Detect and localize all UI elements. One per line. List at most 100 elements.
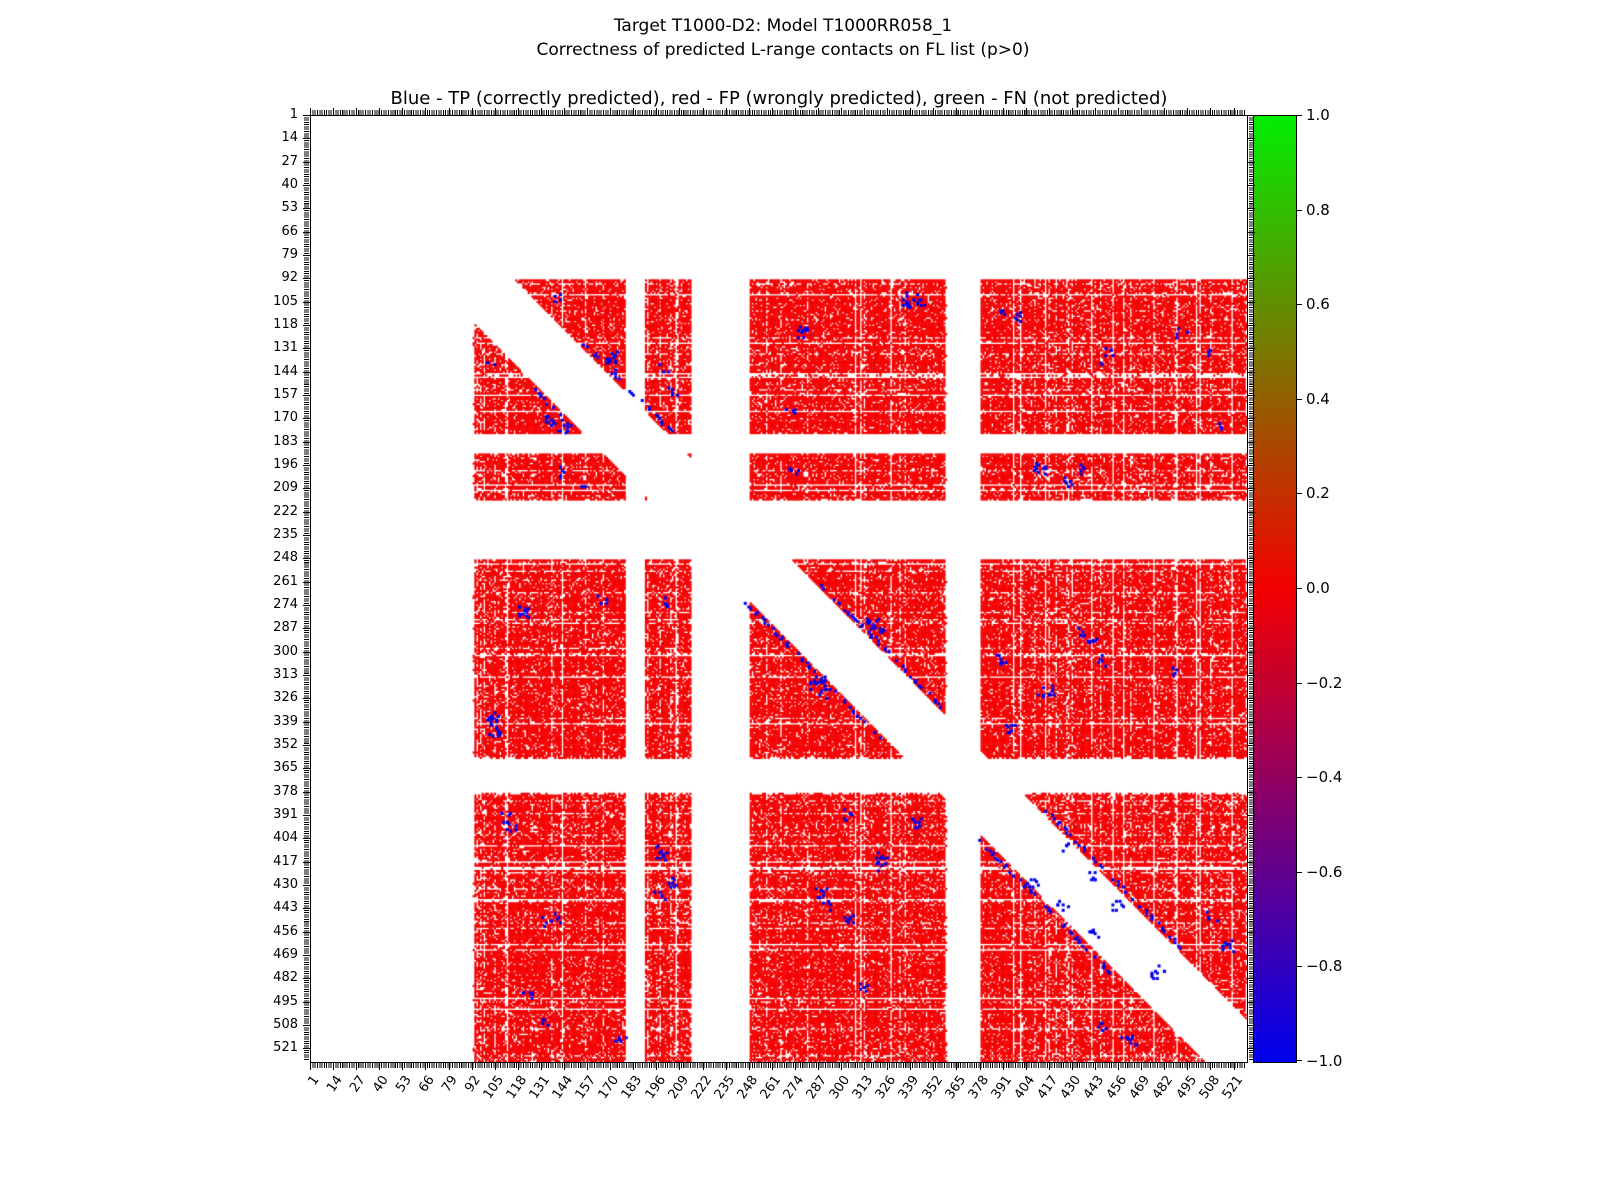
x-major-tick: [656, 1063, 658, 1070]
y-tick-label: 53: [281, 200, 298, 216]
x-tick-label-text: 430: [1057, 1073, 1085, 1102]
colorbar-tick-label: −1.0: [1306, 1052, 1343, 1070]
y-major-tick: [303, 115, 310, 116]
y-major-tick: [303, 138, 310, 140]
x-tick-label-text: 105: [480, 1073, 507, 1102]
y-major-tick-right: [1248, 768, 1255, 770]
x-tick-label-text: 196: [642, 1073, 669, 1102]
y-major-tick-right: [1248, 348, 1255, 350]
y-tick-label: 27: [281, 153, 298, 169]
contact-map-plot: [310, 115, 1248, 1063]
y-tick-label: 456: [273, 923, 298, 939]
colorbar-tick-label: 0.8: [1306, 200, 1330, 219]
y-major-tick-right: [1248, 301, 1255, 303]
x-tick-label-text: 456: [1103, 1073, 1131, 1102]
x-major-tick-top: [1164, 108, 1166, 115]
x-major-tick: [610, 1063, 612, 1070]
y-major-tick: [303, 1025, 310, 1027]
colorbar-tick-label: 0.0: [1306, 579, 1330, 597]
colorbar: [1253, 115, 1297, 1063]
y-major-tick-right: [1248, 488, 1255, 490]
x-tick-label-text: 144: [549, 1073, 577, 1102]
x-major-tick: [587, 1063, 589, 1070]
x-tick-label-text: 14: [323, 1073, 346, 1096]
x-tick-label-text: 404: [1011, 1073, 1039, 1102]
x-major-tick-top: [540, 108, 542, 115]
colorbar-tick: [1297, 777, 1302, 779]
y-major-tick: [303, 395, 310, 397]
y-tick-label: 495: [273, 993, 298, 1009]
y-major-tick: [303, 441, 310, 443]
x-major-tick-top: [587, 108, 589, 115]
y-major-tick-right: [1248, 115, 1255, 116]
x-major-tick: [933, 1063, 935, 1070]
x-major-tick: [702, 1063, 704, 1070]
x-major-tick: [1071, 1063, 1073, 1070]
y-tick-label: 40: [281, 177, 298, 192]
y-major-tick-right: [1248, 1001, 1255, 1003]
x-tick-label-text: 157: [572, 1073, 600, 1102]
x-major-tick-top: [517, 108, 519, 115]
y-major-tick-right: [1248, 278, 1255, 280]
minor-tick-comb-bottom: [310, 1063, 1246, 1068]
x-major-tick: [310, 1063, 311, 1070]
x-major-tick: [956, 1063, 958, 1070]
x-tick-label-text: 469: [1126, 1073, 1154, 1102]
x-major-tick-top: [1071, 108, 1073, 115]
x-tick-label-text: 183: [618, 1073, 646, 1102]
y-tick-label: 508: [273, 1017, 298, 1033]
x-tick-label-text: 235: [711, 1073, 738, 1102]
colorbar-tick: [1297, 1060, 1302, 1061]
y-major-tick: [303, 208, 310, 210]
x-major-tick: [1233, 1063, 1235, 1070]
x-tick-label-text: 248: [734, 1073, 761, 1102]
x-tick-label-text: 482: [1150, 1073, 1177, 1102]
x-major-tick: [794, 1063, 796, 1070]
x-major-tick: [633, 1063, 635, 1070]
x-major-tick-top: [956, 108, 958, 115]
y-major-tick-right: [1248, 161, 1255, 163]
x-major-tick-top: [910, 108, 912, 115]
x-major-tick-top: [356, 108, 358, 115]
x-major-tick-top: [471, 108, 473, 115]
y-major-tick: [303, 815, 310, 817]
x-major-tick: [563, 1063, 565, 1070]
y-tick-label: 404: [273, 830, 298, 846]
y-major-tick: [303, 675, 310, 677]
x-major-tick-top: [725, 108, 727, 115]
x-major-tick-top: [633, 108, 635, 115]
x-tick-label-text: 352: [919, 1073, 946, 1102]
minor-tick-comb-top: [310, 110, 1246, 115]
y-major-tick-right: [1248, 628, 1255, 630]
y-major-tick: [303, 535, 310, 537]
y-major-tick-right: [1248, 815, 1255, 817]
x-tick-label-text: 326: [872, 1073, 900, 1102]
y-tick-label: 417: [273, 853, 298, 869]
y-major-tick-right: [1248, 908, 1255, 910]
x-major-tick-top: [679, 108, 681, 115]
y-tick-label: 352: [273, 737, 298, 753]
x-major-tick-top: [748, 108, 750, 115]
x-major-tick-top: [702, 108, 704, 115]
y-major-tick: [303, 161, 310, 163]
y-major-tick-right: [1248, 978, 1255, 980]
y-major-tick-right: [1248, 581, 1255, 583]
x-tick-label-text: 287: [803, 1073, 831, 1102]
x-major-tick-top: [841, 108, 843, 115]
y-tick-label: 300: [273, 643, 298, 659]
y-major-tick: [303, 651, 310, 653]
y-tick-label: 391: [273, 807, 298, 823]
x-tick-label-text: 313: [849, 1073, 877, 1102]
y-major-tick: [303, 465, 310, 467]
y-tick-label: 196: [273, 457, 298, 473]
y-tick-label: 222: [273, 503, 298, 519]
x-major-tick-top: [771, 108, 773, 115]
y-major-tick-right: [1248, 465, 1255, 467]
x-tick-label-text: 521: [1219, 1073, 1246, 1102]
x-tick-label-text: 417: [1034, 1073, 1062, 1102]
y-major-tick: [303, 418, 310, 420]
x-major-tick-top: [333, 108, 335, 115]
colorbar-tick: [1297, 493, 1302, 495]
y-major-tick-right: [1248, 395, 1255, 397]
y-major-tick: [303, 1001, 310, 1003]
